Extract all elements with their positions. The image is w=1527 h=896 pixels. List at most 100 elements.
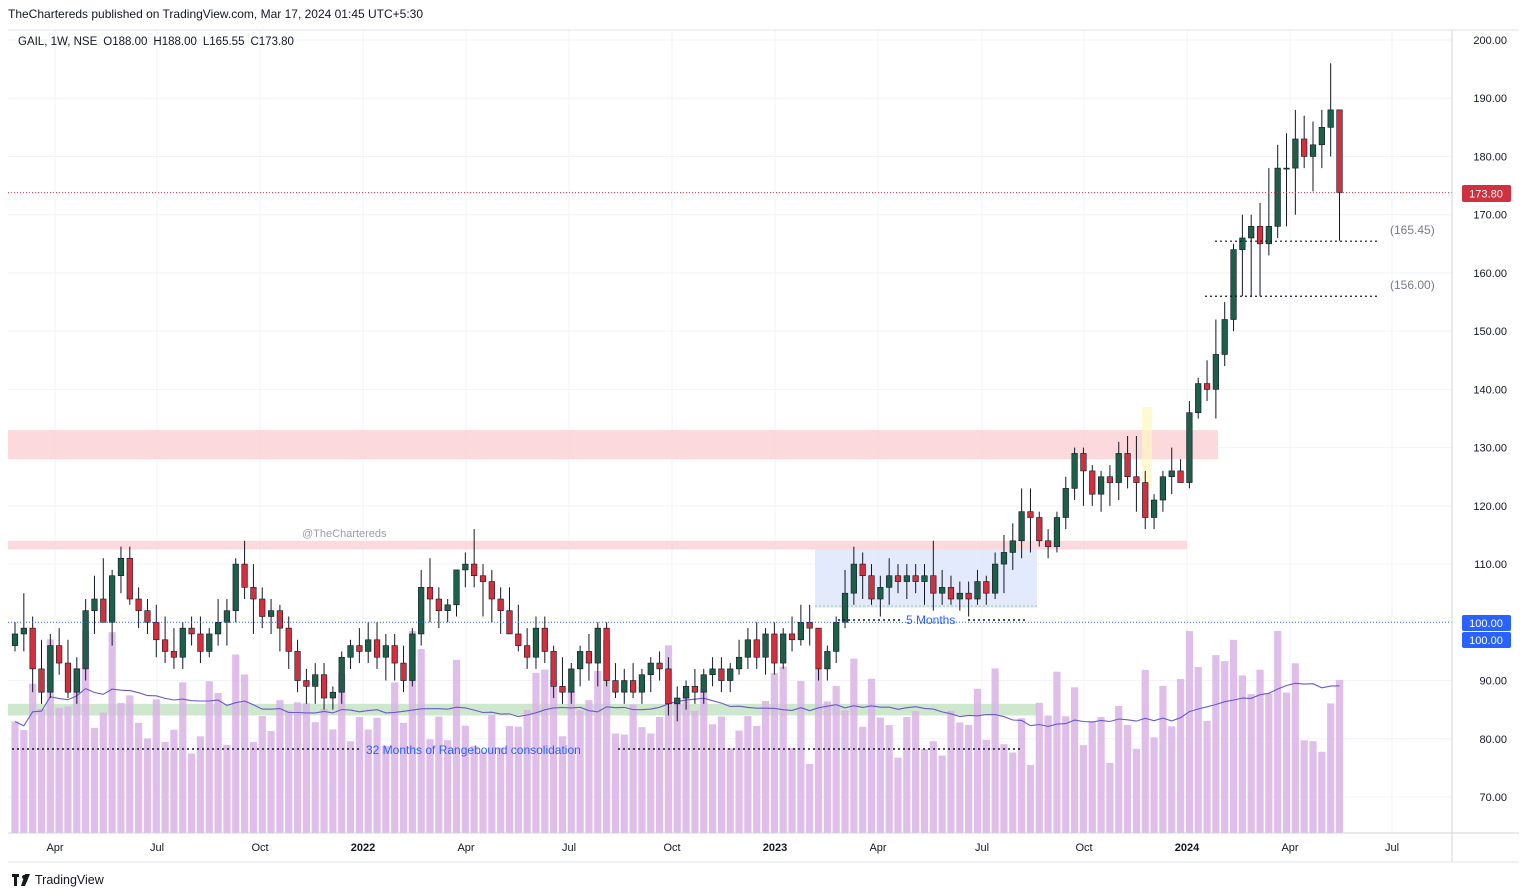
volume-bar	[912, 710, 920, 833]
watermark-text: @TheChartereds	[302, 528, 387, 540]
volume-bar	[1238, 675, 1246, 833]
candle-body-down	[1124, 453, 1131, 478]
candle-body-up	[780, 633, 787, 664]
candle-body-down	[188, 627, 195, 635]
volume-bar	[894, 757, 902, 833]
candle-body-up	[267, 610, 275, 617]
candle	[621, 668, 628, 704]
candle	[1230, 243, 1237, 332]
volume-bar	[258, 716, 266, 833]
candle	[170, 628, 178, 669]
candle	[365, 622, 372, 664]
candle-body-down	[391, 645, 398, 664]
y-tick-label: 200.00	[1473, 35, 1507, 47]
candle-body-up	[1327, 109, 1334, 128]
volume-bar	[1035, 702, 1043, 833]
volume-bar	[956, 722, 964, 833]
candle-body-down	[197, 633, 204, 652]
candle	[1327, 63, 1334, 157]
volume-bar	[814, 668, 823, 833]
candle	[603, 622, 610, 687]
candle	[629, 663, 637, 699]
y-tick-label: 140.00	[1473, 384, 1507, 396]
volume-bar	[302, 703, 310, 833]
candle	[1195, 377, 1202, 419]
lower-resistance-zone	[8, 540, 1187, 550]
candle-body-up	[735, 656, 743, 670]
candle	[1018, 488, 1025, 559]
volume-bar	[973, 688, 982, 833]
candle	[400, 645, 407, 693]
y-tick-label: 80.00	[1479, 734, 1507, 746]
candle-body-up	[1283, 167, 1290, 170]
volume-bar	[470, 746, 478, 833]
candle-body-up	[1221, 319, 1228, 355]
candle-body-down	[983, 581, 990, 594]
volume-bar	[1071, 687, 1079, 833]
x-tick-label: Jul	[150, 842, 164, 854]
volume-bar	[1044, 715, 1052, 833]
candle-body-up	[568, 668, 575, 693]
volume-bar	[603, 639, 611, 833]
candle-body-up	[82, 610, 89, 670]
x-tick-label: Oct	[1075, 842, 1092, 854]
volume-bar	[205, 681, 213, 833]
volume-bar	[532, 672, 540, 833]
candle-body-down	[947, 587, 955, 600]
volume-bar	[682, 692, 690, 833]
candle-body-down	[559, 686, 566, 693]
candle	[303, 668, 310, 704]
candle	[223, 599, 231, 646]
candle	[797, 604, 804, 646]
candle-body-down	[170, 651, 178, 658]
volume-bar	[717, 716, 725, 833]
candle-body-up	[921, 575, 928, 582]
candle-body-up	[382, 645, 389, 658]
candle-body-up	[877, 587, 884, 600]
legend-close: C173.80	[250, 36, 293, 48]
candle	[833, 616, 840, 664]
footer-brand[interactable]: TradingView	[12, 871, 104, 889]
volume-bar	[1203, 720, 1211, 833]
candle	[320, 663, 328, 710]
volume-bar	[1097, 717, 1105, 833]
upper-resistance-zone	[8, 430, 1218, 460]
candle	[276, 604, 284, 652]
candle-body-down	[153, 622, 160, 641]
candle-body-up	[939, 587, 946, 594]
brand-name: TradingView	[35, 873, 104, 887]
candle	[100, 558, 107, 623]
candle	[647, 657, 654, 693]
y-tick-label: 150.00	[1473, 326, 1507, 338]
candle-body-down	[100, 598, 107, 623]
volume-bar	[46, 639, 54, 833]
x-tick-label: Apr	[46, 842, 63, 854]
volume-bar	[594, 670, 602, 833]
candle	[435, 587, 442, 629]
candle	[418, 569, 425, 646]
volume-bar	[1123, 724, 1132, 833]
candle-body-down	[1142, 482, 1149, 518]
price-zones	[8, 406, 1218, 716]
volume-bar	[1318, 751, 1326, 833]
candle-body-down	[753, 639, 760, 658]
volume-bar	[1106, 762, 1114, 833]
volume-bar	[541, 669, 549, 833]
volume-bar	[126, 695, 134, 833]
legend-interval: 1W	[51, 36, 68, 48]
candle-body-down	[250, 587, 257, 600]
candle	[1062, 476, 1069, 530]
volume-bar	[267, 731, 275, 833]
candle	[903, 564, 910, 600]
candle	[426, 558, 434, 623]
candle	[850, 546, 857, 605]
volume-bar	[620, 734, 628, 833]
candle	[1283, 133, 1290, 227]
candle	[912, 564, 919, 594]
candle	[700, 668, 707, 704]
y-tick-label: 190.00	[1473, 93, 1507, 105]
candle	[780, 628, 787, 669]
volume-bar	[1274, 631, 1282, 833]
volume-bar	[1265, 693, 1273, 833]
